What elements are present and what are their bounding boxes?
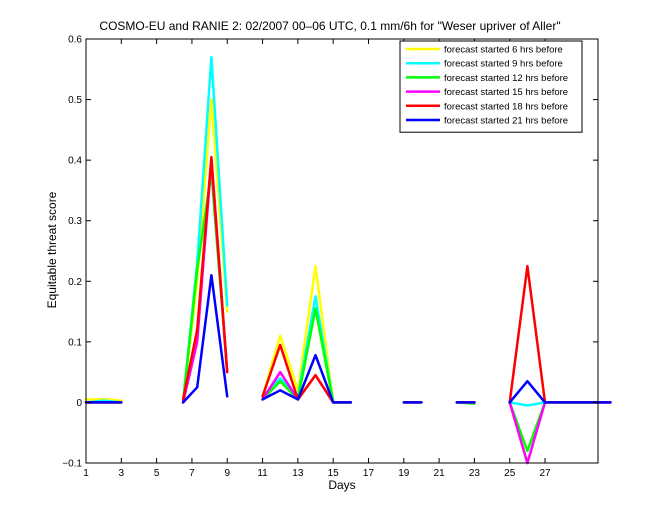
x-tick-label-5: 5: [154, 468, 160, 479]
y-tick-label-6: 0.5: [68, 95, 82, 106]
legend-label-4: forecast started 15 hrs before: [444, 87, 568, 98]
x-tick-label-11: 11: [257, 468, 268, 479]
series-6-line-3: [261, 353, 353, 404]
chart-title: COSMO-EU and RANIE 2: 02/2007 00–06 UTC,…: [99, 19, 560, 33]
series-5-line-2: [181, 155, 229, 401]
x-tick-label-7: 7: [189, 468, 195, 479]
x-tick-label-3: 3: [119, 468, 125, 479]
legend-label-5: forecast started 18 hrs before: [444, 101, 568, 112]
x-tick-label-19: 19: [398, 468, 410, 479]
y-tick-label-0: −0.1: [62, 459, 82, 470]
y-tick-label-2: 0.1: [68, 337, 82, 348]
y-tick-label-7: 0.6: [68, 35, 82, 46]
x-tick-label-1: 1: [83, 468, 89, 479]
axes-layer: 1 3 5 7 9 11 13 15 17 19 21 23 25 27−0.100.10.20.30.4…: [62, 35, 599, 479]
legend-label-6: forecast started 21 hrs before: [444, 116, 568, 127]
legend-label-1: forecast started 6 hrs before: [444, 45, 563, 56]
axes-frame: [85, 38, 599, 464]
x-tick-label-13: 13: [292, 468, 304, 479]
series-layer: [84, 55, 612, 465]
legend-label-2: forecast started 9 hrs before: [444, 59, 563, 70]
x-tick-label-23: 23: [469, 468, 481, 479]
legend-label-3: forecast started 12 hrs before: [444, 73, 568, 84]
y-tick-label-3: 0.2: [68, 277, 82, 288]
y-tick-label-4: 0.3: [68, 216, 82, 227]
x-tick-label-15: 15: [328, 468, 340, 479]
x-tick-label-25: 25: [504, 468, 516, 479]
series-6-line-2: [181, 273, 229, 404]
series-6-line-6: [508, 379, 612, 404]
legend-box: [399, 40, 583, 133]
y-axis-label: Equitable threat score: [45, 191, 59, 308]
x-tick-label-9: 9: [224, 468, 230, 479]
x-axis-label: Days: [328, 478, 355, 492]
y-tick-label-5: 0.4: [68, 156, 82, 167]
series-6: [84, 273, 612, 404]
x-tick-label-27: 27: [539, 468, 551, 479]
legend: forecast started 6 hrs before forecast st…: [399, 40, 583, 133]
y-tick-label-1: 0: [76, 398, 82, 409]
x-tick-label-17: 17: [363, 468, 375, 479]
x-tick-label-21: 21: [434, 468, 446, 479]
